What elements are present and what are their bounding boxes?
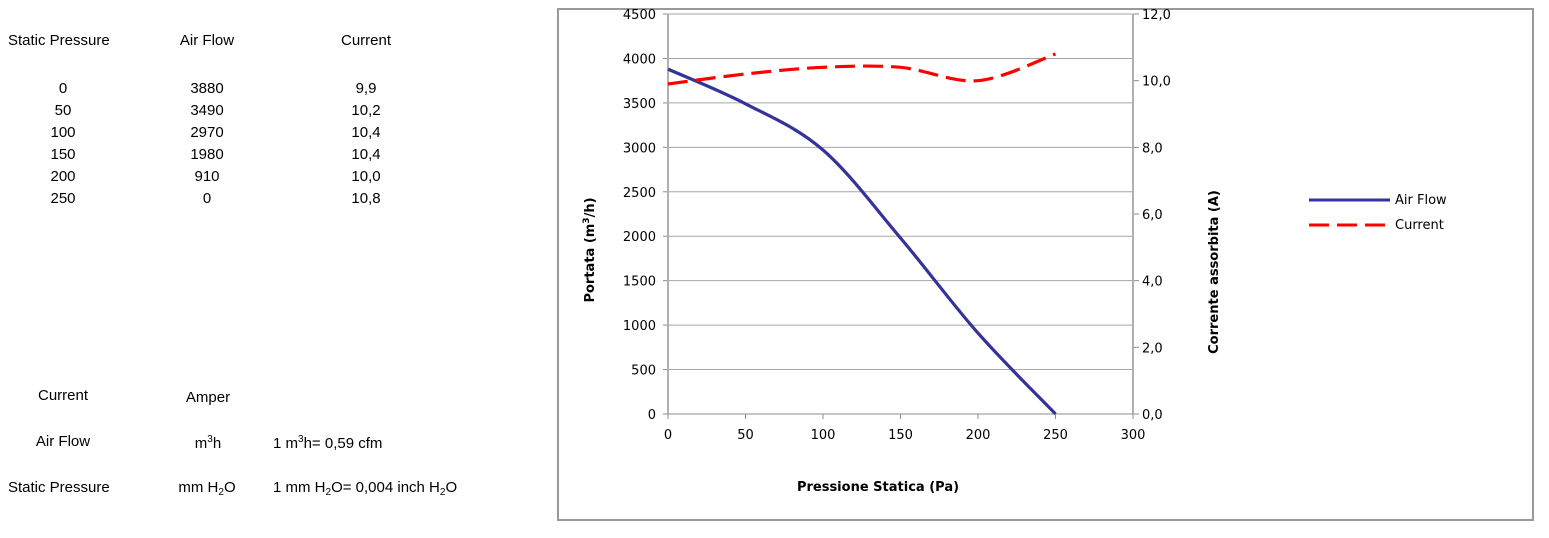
table-cell-static-pressure: 100: [50, 124, 76, 141]
conv-air-flow-a: 1 m: [273, 435, 299, 452]
table-cell-air-flow: 3490: [190, 102, 224, 119]
unit-air-flow-tail: h: [212, 435, 222, 452]
table-cell-current: 10,0: [351, 168, 381, 185]
unit-label-air-flow: Air Flow: [35, 433, 91, 450]
table-cell-static-pressure: 250: [50, 190, 76, 207]
x-tick-label: 200: [966, 428, 991, 443]
table-cell-air-flow: 2970: [190, 124, 224, 141]
unit-label-current: Current: [37, 387, 89, 404]
unit-air-flow: m3h: [195, 434, 221, 452]
table-cell-static-pressure: 150: [50, 146, 76, 163]
y-tick-label: 1000: [623, 319, 656, 334]
table-header-current: Current: [340, 32, 392, 49]
unit-current: Amper: [185, 389, 231, 406]
x-tick-label: 300: [1121, 428, 1146, 443]
y2-tick-label: 12,0: [1142, 8, 1171, 23]
unit-sp-sub: 2: [218, 487, 224, 498]
y-axis-title-tail: /h): [583, 197, 598, 217]
y-tick-label: 4000: [623, 52, 656, 67]
conv-sp-a: 1 mm H: [273, 479, 326, 496]
x-axis-title: Pressione Statica (Pa): [797, 480, 959, 495]
series-layer: [667, 52, 1057, 416]
conversion-air-flow: 1 m3h= 0,59 cfm: [273, 434, 382, 452]
table-header-air-flow: Air Flow: [179, 32, 235, 49]
unit-label-static-pressure: Static Pressure: [8, 479, 110, 496]
x-tick-label: 0: [664, 428, 672, 443]
label-layer: Pressione Statica (Pa) Portata (m3/h) Co…: [582, 190, 1222, 495]
y-tick-label: 2500: [623, 186, 656, 201]
unit-sp-a: mm H: [178, 479, 219, 496]
table-cell-current: 10,8: [351, 190, 381, 207]
unit-air-flow-base: m: [194, 435, 208, 452]
series-line-air-flow: [667, 67, 1057, 416]
y-tick-label: 3500: [623, 97, 656, 112]
y2-tick-label: 0,0: [1142, 408, 1163, 423]
table-cell-static-pressure: 50: [54, 102, 72, 119]
conv-sp-c: O: [445, 479, 458, 496]
x-tick-label: 50: [737, 428, 754, 443]
y-axis-title: Portata (m3/h): [582, 197, 598, 302]
conv-sp-b: O= 0,004 inch H: [331, 479, 440, 496]
legend: Air Flow Current: [1309, 193, 1447, 233]
y2-tick-label: 2,0: [1142, 341, 1163, 356]
table-cell-current: 10,2: [351, 102, 381, 119]
conv-air-flow-b: h= 0,59 cfm: [303, 435, 383, 452]
y2-tick-label: 10,0: [1142, 75, 1171, 90]
axis-layer: 0500100015002000250030003500400045000,02…: [623, 8, 1171, 443]
y-tick-label: 0: [648, 408, 656, 423]
unit-static-pressure: mm H2O: [178, 479, 235, 498]
x-tick-label: 150: [888, 428, 913, 443]
table-cell-current: 9,9: [355, 80, 377, 97]
table-cell-static-pressure: 0: [58, 80, 68, 97]
y2-tick-label: 4,0: [1142, 275, 1163, 290]
conv-sp-sub1: 2: [325, 487, 332, 498]
table-cell-current: 10,4: [351, 124, 381, 141]
table-cell-air-flow: 910: [194, 168, 220, 185]
table-cell-air-flow: 0: [202, 190, 212, 207]
y-tick-label: 2000: [623, 230, 656, 245]
unit-sp-b: O: [223, 479, 236, 496]
legend-label-air-flow: Air Flow: [1395, 193, 1447, 208]
y-axis-title-sup: 3: [582, 217, 592, 223]
table-cell-air-flow: 1980: [190, 146, 224, 163]
conv-air-flow-sup: 3: [298, 434, 304, 445]
conv-sp-sub2: 2: [439, 487, 446, 498]
table-cell-static-pressure: 200: [50, 168, 76, 185]
table-cell-air-flow: 3880: [190, 80, 224, 97]
x-tick-label: 250: [1043, 428, 1068, 443]
table-cell-current: 10,4: [351, 146, 381, 163]
y-tick-label: 1500: [623, 275, 656, 290]
series-line-current: [667, 52, 1057, 86]
y2-tick-label: 6,0: [1142, 208, 1163, 223]
conversion-static-pressure: 1 mm H2O= 0,004 inch H2O: [273, 479, 457, 498]
y2-axis-title: Corrente assorbita (A): [1207, 190, 1222, 354]
legend-label-current: Current: [1395, 218, 1444, 233]
x-tick-label: 100: [811, 428, 836, 443]
y-axis-title-base: Portata (m: [583, 224, 598, 303]
y2-tick-label: 8,0: [1142, 141, 1163, 156]
y-tick-label: 500: [631, 364, 656, 379]
unit-air-flow-sup: 3: [207, 434, 213, 445]
chart-frame: [557, 8, 1534, 521]
y-tick-label: 3000: [623, 141, 656, 156]
y-tick-label: 4500: [623, 8, 656, 23]
table-header-static-pressure: Static Pressure: [8, 32, 110, 49]
